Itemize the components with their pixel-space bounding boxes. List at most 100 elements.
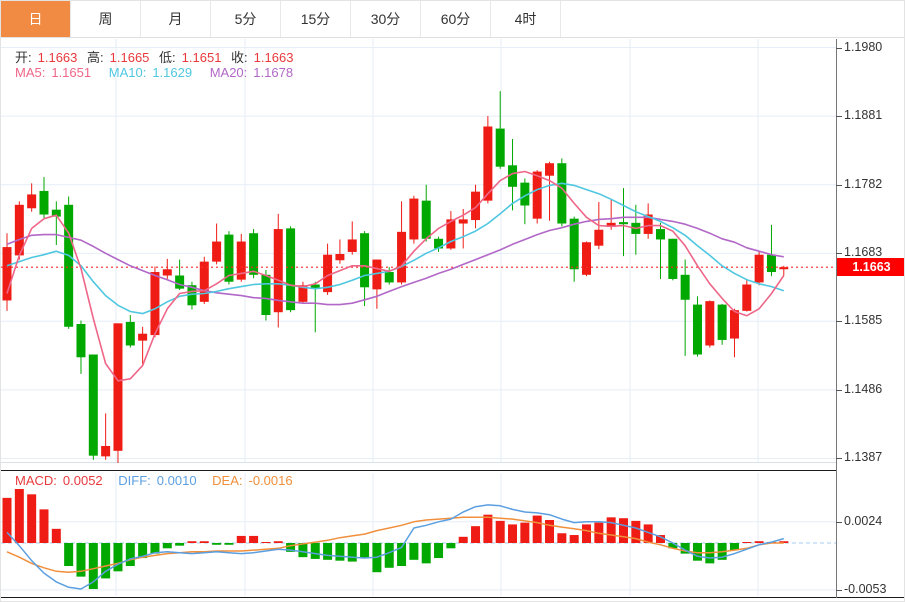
candle-body bbox=[323, 254, 333, 293]
macd-histogram-bar bbox=[2, 497, 12, 543]
candle-body bbox=[335, 254, 345, 261]
macd-histogram-bar bbox=[39, 509, 49, 543]
candle-body bbox=[138, 333, 148, 341]
candle-body bbox=[569, 218, 579, 270]
macd-histogram-bar bbox=[692, 543, 702, 561]
macd-chart-canvas[interactable] bbox=[1, 471, 836, 602]
diff-line bbox=[6, 504, 785, 590]
macd-histogram-bar bbox=[754, 541, 764, 543]
candle-body bbox=[446, 219, 456, 249]
y-axis-tick-mark bbox=[836, 521, 842, 523]
tab-5min[interactable]: 5分 bbox=[211, 1, 281, 37]
candle-body bbox=[298, 285, 308, 302]
dea-label: DEA: bbox=[212, 473, 243, 488]
macd-histogram-bar bbox=[569, 535, 579, 543]
y-axis-tick-label: 1.1881 bbox=[844, 108, 883, 123]
ma5-value: 1.1651 bbox=[51, 65, 92, 80]
macd-histogram-bar bbox=[101, 543, 111, 579]
macd-histogram-bar bbox=[347, 543, 357, 562]
macd-histogram-bar bbox=[680, 543, 690, 554]
candle-body bbox=[14, 204, 24, 256]
macd-histogram-bar bbox=[273, 541, 283, 543]
macd-histogram-bar bbox=[212, 543, 222, 545]
candle-body bbox=[273, 229, 283, 313]
macd-histogram-bar bbox=[619, 518, 628, 543]
macd-histogram-bar bbox=[458, 536, 468, 543]
macd-histogram-bar bbox=[199, 541, 209, 543]
candle-body bbox=[162, 269, 172, 276]
macd-histogram-bar bbox=[606, 517, 616, 543]
candle-body bbox=[347, 239, 357, 252]
candle-body bbox=[39, 190, 49, 215]
macd-histogram-bar bbox=[434, 543, 444, 559]
tab-4hour[interactable]: 4时 bbox=[491, 1, 561, 37]
y-axis-tick-label: 0.0024 bbox=[844, 513, 883, 528]
main-chart-canvas[interactable] bbox=[1, 39, 836, 463]
macd-histogram-bar bbox=[668, 543, 678, 549]
candle-body bbox=[594, 229, 604, 246]
candle-body bbox=[520, 182, 530, 206]
candle-body bbox=[261, 274, 271, 315]
candle-body bbox=[224, 234, 234, 282]
candle-body bbox=[384, 272, 394, 283]
dea-line bbox=[6, 516, 784, 573]
macd-histogram-bar bbox=[51, 528, 61, 543]
diff-label: DIFF: bbox=[118, 473, 151, 488]
macd-histogram-bar bbox=[508, 524, 518, 543]
ma20-label: MA20: bbox=[209, 65, 248, 80]
y-axis-tick-mark bbox=[836, 184, 842, 186]
ma20-line bbox=[6, 216, 784, 306]
macd-histogram-bar bbox=[310, 543, 320, 559]
macd-histogram-bar bbox=[261, 542, 271, 543]
macd-histogram-bar bbox=[495, 520, 505, 543]
tab-week[interactable]: 周 bbox=[71, 1, 141, 37]
tab-day[interactable]: 日 bbox=[1, 1, 71, 37]
candle-body bbox=[508, 165, 518, 187]
y-axis-tick-label: 1.1683 bbox=[844, 245, 883, 260]
macd-histogram-bar bbox=[27, 494, 37, 543]
macd-histogram-bar bbox=[224, 543, 234, 545]
macd-histogram-bar bbox=[779, 541, 789, 543]
candle-body bbox=[51, 209, 61, 217]
candle-body bbox=[680, 274, 690, 300]
y-axis-tick-label: 1.1980 bbox=[844, 39, 883, 54]
close-value: 1.1663 bbox=[253, 50, 294, 65]
ohlc-legend: 开: 1.1663 高: 1.1665 低: 1.1651 收: 1.1663 bbox=[15, 47, 299, 66]
macd-histogram-bar bbox=[236, 535, 246, 543]
ma10-value: 1.1629 bbox=[152, 65, 193, 80]
macd-histogram-bar bbox=[582, 524, 592, 543]
diff-value: 0.0010 bbox=[156, 473, 197, 488]
candle-body bbox=[2, 247, 12, 301]
macd-histogram-bar bbox=[631, 520, 641, 543]
ma5-line bbox=[6, 170, 785, 382]
candle-body bbox=[249, 233, 259, 275]
y-axis-tick-label: -0.0053 bbox=[844, 581, 887, 596]
low-value: 1.1651 bbox=[181, 50, 222, 65]
candle-body bbox=[236, 241, 246, 280]
ma10-label: MA10: bbox=[108, 65, 147, 80]
candle-body bbox=[619, 222, 628, 225]
candle-body bbox=[88, 354, 98, 456]
macd-histogram-bar bbox=[14, 489, 24, 543]
candle-body bbox=[458, 219, 468, 224]
macd-histogram-bar bbox=[162, 543, 172, 549]
candle-body bbox=[545, 163, 555, 176]
macd-histogram-bar bbox=[187, 541, 197, 543]
macd-histogram-bar bbox=[421, 543, 431, 564]
candle-body bbox=[754, 254, 764, 283]
candle-body bbox=[471, 191, 481, 221]
candle-body bbox=[212, 241, 222, 262]
tab-30min[interactable]: 30分 bbox=[351, 1, 421, 37]
high-value: 1.1665 bbox=[109, 50, 150, 65]
y-axis-tick-mark bbox=[836, 321, 842, 323]
tab-15min[interactable]: 15分 bbox=[281, 1, 351, 37]
candle-body bbox=[397, 231, 407, 283]
macd-histogram-bar bbox=[742, 542, 752, 543]
candle-body bbox=[557, 163, 567, 224]
ma-legend: MA5: 1.1651 MA10: 1.1629 MA20: 1.1678 bbox=[15, 65, 299, 80]
macd-histogram-bar bbox=[335, 543, 345, 561]
tab-60min[interactable]: 60分 bbox=[421, 1, 491, 37]
tab-month[interactable]: 月 bbox=[141, 1, 211, 37]
candle-body bbox=[409, 198, 419, 240]
macd-histogram-bar bbox=[384, 543, 394, 568]
